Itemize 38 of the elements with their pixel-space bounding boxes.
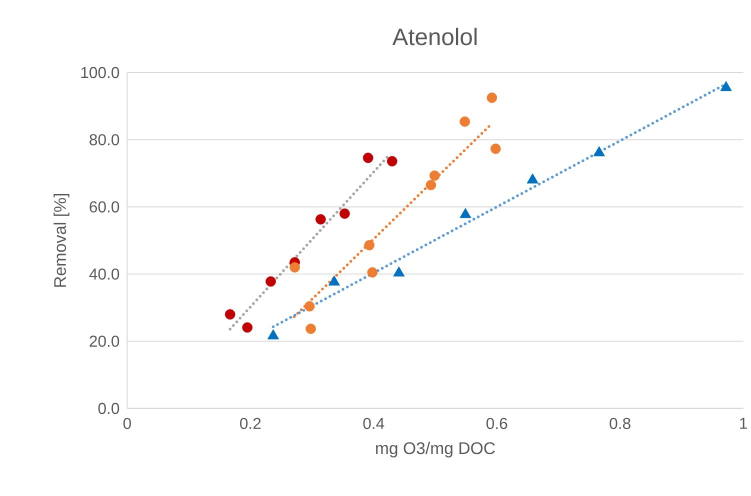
point (290, 262, 300, 273)
point (304, 301, 315, 312)
point (720, 81, 732, 92)
point (593, 146, 605, 156)
x-tick-label: 0 (123, 418, 131, 430)
point (364, 240, 374, 250)
point (306, 324, 316, 334)
y-tick-label: 80.0 (90, 134, 120, 146)
point (315, 214, 326, 225)
point (426, 180, 436, 190)
point (362, 152, 374, 164)
point (266, 276, 276, 287)
y-tick-label: 40.0 (89, 268, 120, 280)
point (386, 156, 398, 166)
x-tick-label: 0.2 (240, 418, 261, 430)
y-tick-label: 20.0 (90, 336, 120, 347)
point (460, 208, 472, 218)
point (526, 173, 538, 184)
y-tick-label: 0.0 (98, 402, 120, 414)
point (367, 267, 378, 278)
point (242, 322, 253, 333)
point (393, 266, 405, 277)
x-tick-label: 0.8 (610, 418, 630, 430)
y-axis-title: Removal [%] (54, 194, 70, 287)
point (490, 144, 501, 154)
point (328, 276, 340, 286)
x-tick-label: 0.4 (363, 418, 384, 430)
point (486, 92, 498, 103)
point (340, 208, 350, 219)
point (460, 116, 470, 127)
x-tick-label: 0.6 (486, 418, 508, 430)
y-tick-label: 60.0 (90, 201, 120, 213)
point (429, 170, 440, 181)
x-axis-title: mg O3/mg DOC (376, 442, 495, 458)
y-tick-label: 100.0 (81, 66, 120, 78)
x-tick-label: 1 (740, 418, 747, 429)
point (224, 309, 236, 320)
chart-title: Atenolol (392, 28, 477, 46)
